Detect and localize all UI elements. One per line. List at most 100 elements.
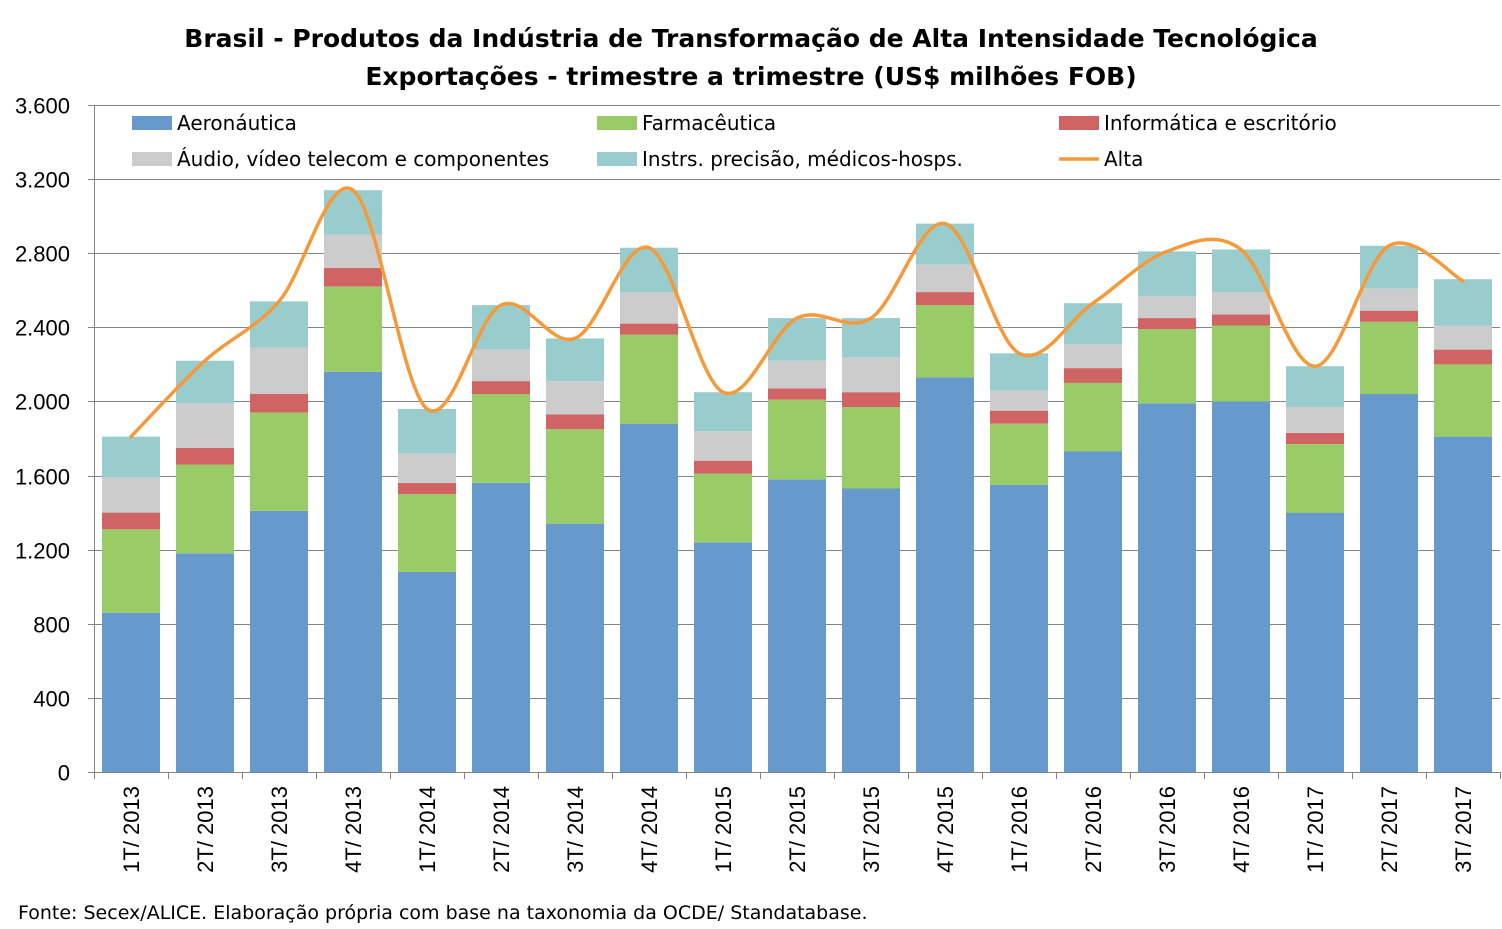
bar-segment [250, 510, 308, 772]
legend-label: Alta [1104, 147, 1143, 171]
bar-segment [398, 483, 456, 495]
bar-segment [842, 357, 900, 393]
bar-segment [102, 612, 160, 772]
bar-segment [1212, 249, 1270, 293]
x-tick-label: 4T/ 2013 [341, 786, 366, 873]
bar-segment [1360, 394, 1418, 772]
bar-segment [916, 223, 974, 265]
bar-segment [472, 394, 530, 483]
x-tick-label: 1T/ 2016 [1007, 786, 1032, 873]
bar-segment [472, 349, 530, 382]
bar-segment [620, 323, 678, 335]
bar-segment [398, 453, 456, 483]
bar-segment [250, 412, 308, 511]
bar-segment [472, 305, 530, 350]
bar-segment [990, 353, 1048, 391]
bar-segment [1360, 321, 1418, 395]
bar-segment [1434, 436, 1492, 772]
bar-segment [102, 529, 160, 613]
x-tick-label: 1T/ 2017 [1303, 786, 1328, 873]
bar-segment [546, 414, 604, 430]
y-tick-label: 3.200 [15, 168, 70, 193]
bar-segment [102, 477, 160, 513]
bar-segment [1286, 407, 1344, 433]
legend-label: Áudio, vídeo telecom e componentes [177, 147, 549, 171]
legend-label: Instrs. precisão, médicos-hosps. [642, 147, 963, 171]
bar-segment [472, 483, 530, 772]
bar-segment [842, 407, 900, 489]
x-tick-label: 1T/ 2015 [711, 786, 736, 873]
legend-swatch [597, 152, 637, 166]
bars [102, 190, 1492, 772]
x-tick-label: 2T/ 2015 [785, 786, 810, 873]
bar-segment [250, 394, 308, 413]
legend-label: Informática e escritório [1104, 111, 1337, 135]
y-tick-label: 2.400 [15, 316, 70, 341]
line-series [129, 186, 1465, 439]
bar-segment [768, 479, 826, 772]
bar-segment [990, 423, 1048, 485]
bar-segment [102, 512, 160, 530]
source-note: Fonte: Secex/ALICE. Elaboração própria c… [18, 902, 868, 924]
bar-segment [1212, 314, 1270, 326]
bar-segment [546, 523, 604, 772]
y-tick-label: 2.800 [15, 242, 70, 267]
bar-segment [1434, 349, 1492, 365]
x-tick-label: 3T/ 2016 [1155, 786, 1180, 873]
bar-segment [916, 264, 974, 293]
legend-swatch [597, 116, 637, 130]
x-tick-label: 3T/ 2014 [563, 786, 588, 873]
bar-segment [324, 234, 382, 269]
bar-segment [1434, 325, 1492, 350]
bar-segment [176, 447, 234, 465]
bar-segment [1286, 512, 1344, 772]
bar-segment [768, 388, 826, 400]
bar-segment [1064, 451, 1122, 772]
bar-segment [1360, 310, 1418, 322]
x-tick-label: 4T/ 2014 [637, 786, 662, 873]
bar-segment [1064, 368, 1122, 383]
legend-swatch [132, 152, 172, 166]
x-tick-label: 4T/ 2015 [933, 786, 958, 873]
bar-segment [1286, 432, 1344, 444]
bar-segment [916, 377, 974, 772]
bar-segment [1212, 401, 1270, 772]
bar-segment [324, 371, 382, 772]
bar-segment [842, 392, 900, 407]
bar-segment [620, 334, 678, 424]
x-tick-label: 3T/ 2015 [859, 786, 884, 873]
bar-segment [916, 292, 974, 306]
bar-segment [694, 392, 752, 432]
bar-segment [620, 423, 678, 772]
bar-segment [398, 494, 456, 572]
bar-segment [324, 268, 382, 287]
bar-segment [990, 390, 1048, 411]
x-tick-label: 2T/ 2013 [193, 786, 218, 873]
y-tick-label: 400 [33, 687, 70, 712]
y-tick-label: 800 [33, 613, 70, 638]
bar-segment [620, 292, 678, 324]
bar-segment [694, 460, 752, 474]
x-tick-label: 2T/ 2014 [489, 786, 514, 873]
bar-segment [546, 429, 604, 524]
bar-segment [324, 286, 382, 372]
y-tick-label: 2.000 [15, 390, 70, 415]
bar-segment [1286, 444, 1344, 513]
bar-segment [472, 381, 530, 395]
bar-segment [176, 553, 234, 772]
legend-label: Aeronáutica [177, 111, 297, 135]
chart-title-block: Brasil - Produtos da Indústria de Transf… [0, 20, 1502, 96]
bar-segment [916, 305, 974, 378]
x-tick-label: 2T/ 2017 [1377, 786, 1402, 873]
bar-segment [1138, 403, 1196, 772]
bar-segment [1360, 245, 1418, 289]
bar-segment [1064, 382, 1122, 452]
bar-segment [250, 347, 308, 394]
bar-segment [620, 247, 678, 293]
bar-segment [842, 488, 900, 772]
bar-segment [1212, 325, 1270, 402]
bar-segment [1286, 366, 1344, 407]
legend-swatch [1059, 116, 1099, 130]
bar-segment [546, 381, 604, 415]
